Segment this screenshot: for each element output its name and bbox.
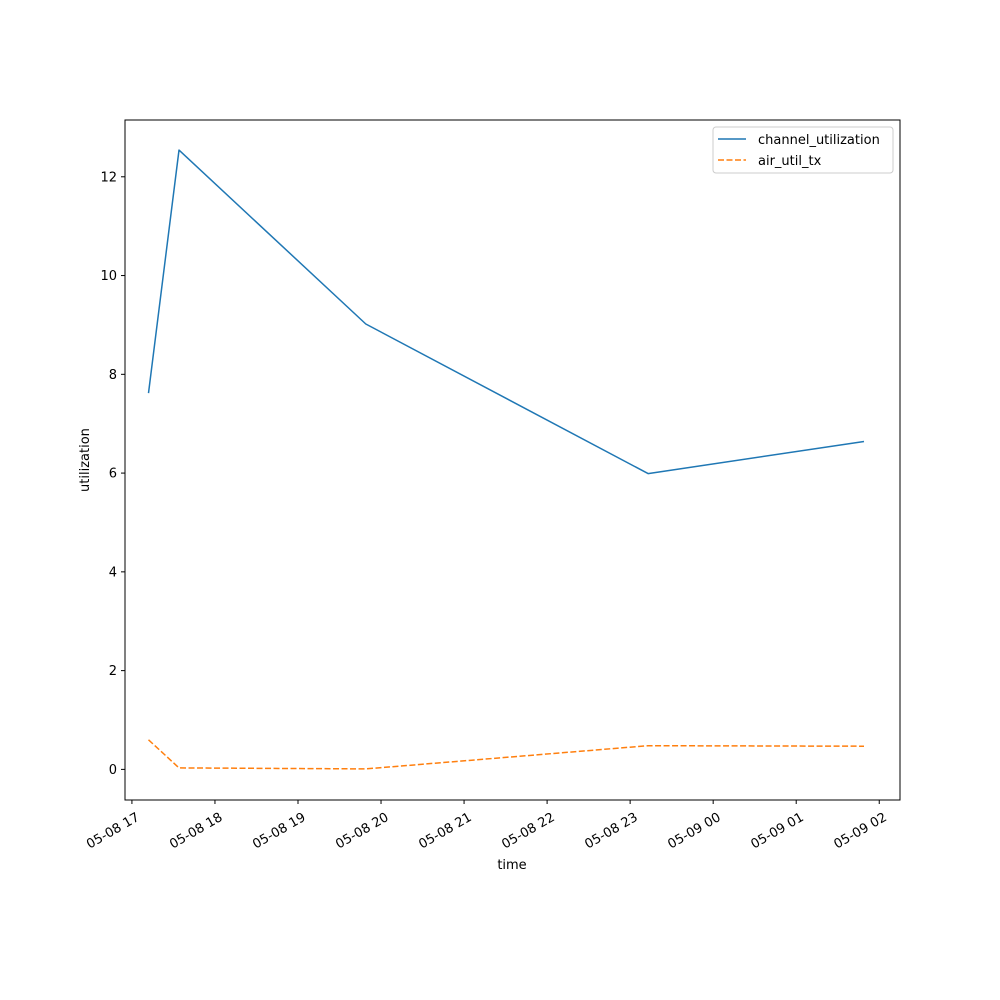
y-axis-ticks: 0 2 4 6 8 10 12 bbox=[100, 170, 125, 778]
y-tick-label: 8 bbox=[109, 368, 117, 383]
series-lines bbox=[147, 149, 865, 770]
plot-frame bbox=[124, 119, 901, 801]
legend: channel_utilization air_util_tx bbox=[712, 126, 894, 174]
y-tick-label: 12 bbox=[100, 170, 117, 185]
legend-label-channel-utilization: channel_utilization bbox=[758, 133, 880, 148]
x-axis-label: time bbox=[497, 858, 526, 873]
y-tick-label: 0 bbox=[109, 763, 117, 778]
series-line-air-util-tx bbox=[147, 739, 865, 770]
legend-frame bbox=[712, 126, 894, 174]
legend-label-air-util-tx: air_util_tx bbox=[758, 154, 822, 169]
y-tick-label: 2 bbox=[109, 664, 117, 679]
y-tick-label: 10 bbox=[100, 269, 117, 284]
series-line-channel-utilization bbox=[147, 149, 865, 475]
y-tick-label: 4 bbox=[109, 565, 117, 580]
y-axis-label: utilization bbox=[78, 428, 93, 492]
y-tick-label: 6 bbox=[109, 467, 117, 482]
